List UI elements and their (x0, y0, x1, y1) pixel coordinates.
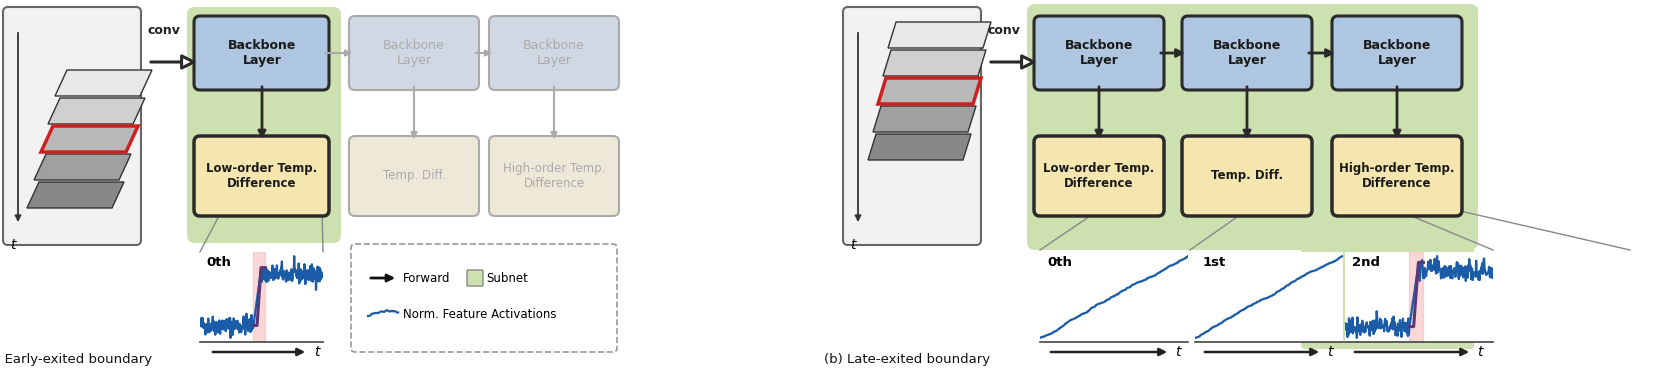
Polygon shape (884, 50, 987, 76)
Text: t: t (10, 238, 15, 252)
Bar (252, 252, 266, 342)
Text: Backbone
Layer: Backbone Layer (1362, 39, 1432, 67)
Text: t: t (850, 238, 855, 252)
FancyBboxPatch shape (194, 136, 329, 216)
FancyBboxPatch shape (1332, 16, 1462, 90)
Text: Backbone
Layer: Backbone Layer (228, 39, 296, 67)
FancyBboxPatch shape (194, 16, 329, 90)
FancyBboxPatch shape (188, 7, 341, 243)
Polygon shape (869, 134, 972, 160)
FancyBboxPatch shape (1183, 136, 1312, 216)
Text: Temp. Diff.: Temp. Diff. (382, 170, 445, 183)
Text: Backbone
Layer: Backbone Layer (1213, 39, 1281, 67)
Text: High-order Temp.
Difference: High-order Temp. Difference (503, 162, 605, 190)
Text: t: t (314, 345, 319, 359)
Text: Norm. Feature Activations: Norm. Feature Activations (404, 308, 556, 322)
Text: 0th: 0th (206, 256, 231, 269)
Text: (b) Late-exited boundary: (b) Late-exited boundary (824, 354, 990, 367)
Text: t: t (1174, 345, 1181, 359)
FancyBboxPatch shape (1183, 16, 1312, 90)
Polygon shape (879, 78, 982, 104)
FancyBboxPatch shape (1332, 136, 1462, 216)
FancyBboxPatch shape (1035, 136, 1164, 216)
Text: 1st: 1st (1203, 256, 1226, 269)
FancyBboxPatch shape (488, 16, 620, 90)
FancyBboxPatch shape (3, 7, 141, 245)
FancyBboxPatch shape (1026, 4, 1478, 250)
Polygon shape (33, 154, 131, 180)
Polygon shape (42, 126, 138, 152)
Text: conv: conv (988, 24, 1020, 36)
FancyBboxPatch shape (349, 16, 478, 90)
Polygon shape (27, 182, 125, 208)
FancyBboxPatch shape (350, 244, 616, 352)
Text: Backbone
Layer: Backbone Layer (1065, 39, 1133, 67)
FancyBboxPatch shape (1035, 16, 1164, 90)
Text: t: t (1327, 345, 1332, 359)
Text: t: t (1477, 345, 1483, 359)
Text: Low-order Temp.
Difference: Low-order Temp. Difference (206, 162, 317, 190)
Text: Backbone
Layer: Backbone Layer (523, 39, 585, 67)
Text: 0th: 0th (1048, 256, 1073, 269)
Text: 2nd: 2nd (1352, 256, 1380, 269)
Text: Subnet: Subnet (487, 272, 528, 284)
Text: Backbone
Layer: Backbone Layer (384, 39, 445, 67)
FancyBboxPatch shape (844, 7, 982, 245)
Text: Temp. Diff.: Temp. Diff. (1211, 170, 1282, 183)
Text: Low-order Temp.
Difference: Low-order Temp. Difference (1043, 162, 1154, 190)
FancyBboxPatch shape (488, 136, 620, 216)
FancyBboxPatch shape (349, 136, 478, 216)
Bar (1409, 252, 1423, 342)
Polygon shape (55, 70, 153, 96)
Text: conv: conv (148, 24, 181, 36)
Text: (a) Early-exited boundary: (a) Early-exited boundary (0, 354, 153, 367)
FancyBboxPatch shape (1301, 226, 1473, 349)
Text: Forward: Forward (404, 272, 450, 284)
Polygon shape (874, 106, 977, 132)
Text: High-order Temp.
Difference: High-order Temp. Difference (1339, 162, 1455, 190)
FancyBboxPatch shape (467, 270, 483, 286)
Polygon shape (48, 98, 145, 124)
Polygon shape (889, 22, 992, 48)
